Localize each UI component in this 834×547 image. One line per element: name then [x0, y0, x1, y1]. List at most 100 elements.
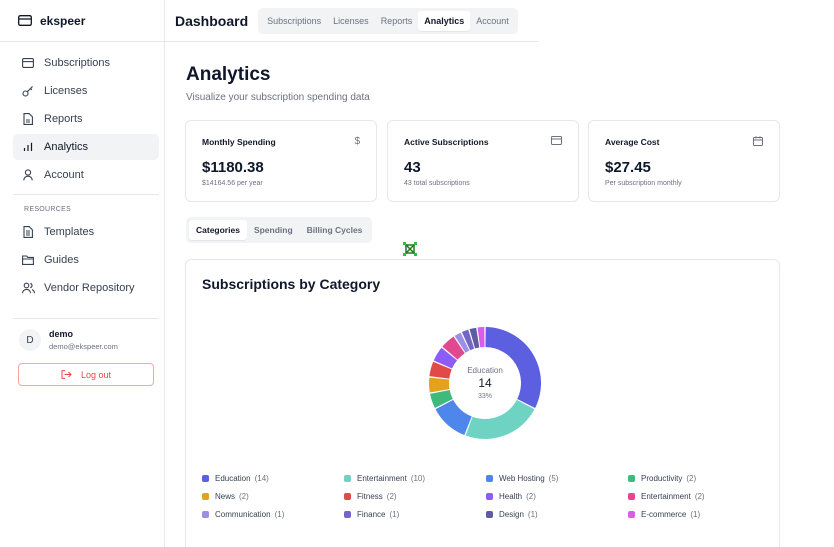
top-nav-analytics[interactable]: Analytics — [418, 10, 471, 31]
donut-slice-e-commerce[interactable] — [477, 327, 485, 348]
brand[interactable]: ekspeer — [0, 0, 164, 42]
legend-swatch — [486, 511, 493, 518]
avatar: D — [19, 329, 41, 351]
donut-slice-fitness[interactable] — [429, 361, 452, 379]
tab-billing-cycles[interactable]: Billing Cycles — [306, 225, 363, 235]
user-info: D demo demo@ekspeer.com — [13, 327, 159, 351]
legend-count: (2) — [686, 474, 697, 483]
top-nav-subscriptions[interactable]: Subscriptions — [267, 15, 322, 26]
user-email: demo@ekspeer.com — [49, 342, 118, 351]
logout-icon — [61, 370, 72, 379]
active-subscriptions-card: Active Subscriptions 43 43 total subscri… — [387, 120, 579, 202]
card-value: 43 — [404, 159, 421, 176]
legend-label: Productivity — [641, 474, 683, 483]
legend-item[interactable]: Communication (1) — [202, 510, 344, 519]
document-icon — [21, 225, 35, 239]
legend-item[interactable]: Productivity (2) — [628, 474, 770, 483]
legend-count: (5) — [548, 474, 559, 483]
donut-slice-web-hosting[interactable] — [435, 399, 472, 436]
donut-slice-education[interactable] — [485, 327, 541, 408]
legend-item[interactable]: Finance (1) — [344, 510, 486, 519]
average-cost-card: Average Cost $27.45 Per subscription mon… — [588, 120, 780, 202]
sidebar-item-label: Subscriptions — [44, 57, 111, 69]
chart-legend: Education (14) Entertainment (10) Web Hostin… — [202, 474, 772, 519]
legend-label: Health — [499, 492, 523, 501]
card-icon — [21, 56, 35, 70]
top-nav-reports[interactable]: Reports — [380, 15, 413, 26]
sidebar-item-reports[interactable]: Reports — [13, 106, 159, 132]
tab-categories[interactable]: Categories — [189, 220, 247, 240]
sidebar-item-vendor-repository[interactable]: Vendor Repository — [13, 275, 159, 301]
top-nav-account[interactable]: Account — [476, 15, 509, 26]
sidebar-item-licenses[interactable]: Licenses — [13, 78, 159, 104]
donut-slice-entertainment[interactable] — [465, 399, 535, 439]
donut-slice-communication[interactable] — [454, 332, 470, 353]
resources-section-title: RESOURCES — [24, 206, 72, 213]
logout-button[interactable]: Log out — [18, 363, 154, 386]
sidebar-item-label: Analytics — [44, 141, 89, 153]
sidebar-item-label: Licenses — [44, 85, 88, 97]
legend-label: Education — [215, 474, 251, 483]
donut-slice-health[interactable] — [433, 347, 458, 369]
card-subtext: 43 total subscriptions — [404, 180, 470, 187]
legend-item[interactable]: Entertainment (2) — [628, 492, 770, 501]
donut-slice-news[interactable] — [429, 377, 450, 393]
legend-item[interactable]: Fitness (2) — [344, 492, 486, 501]
legend-swatch — [486, 475, 493, 482]
sidebar-item-templates[interactable]: Templates — [13, 219, 159, 245]
monthly-spending-card: Monthly Spending $ $1180.38 $14164.56 pe… — [185, 120, 377, 202]
chart-title: Subscriptions by Category — [202, 276, 381, 292]
move-handle-icon[interactable] — [403, 242, 417, 256]
card-subtext: $14164.56 per year — [202, 180, 263, 187]
legend-item[interactable]: Design (1) — [486, 510, 628, 519]
sidebar-item-label: Reports — [44, 113, 83, 125]
legend-swatch — [344, 493, 351, 500]
legend-count: (14) — [254, 474, 269, 483]
legend-swatch — [202, 511, 209, 518]
legend-label: Web Hosting — [499, 474, 545, 483]
donut-slice-design[interactable] — [469, 327, 480, 349]
legend-count: (2) — [694, 492, 705, 501]
legend-item[interactable]: News (2) — [202, 492, 344, 501]
donut-slice-productivity[interactable] — [430, 389, 453, 408]
legend-label: Design — [499, 510, 524, 519]
resources-nav: Templates Guides Vendor Repository — [0, 219, 164, 301]
legend-item[interactable]: Web Hosting (5) — [486, 474, 628, 483]
tab-spending[interactable]: Spending — [253, 225, 293, 235]
card-label: Average Cost — [605, 137, 660, 147]
legend-label: Entertainment — [641, 492, 691, 501]
legend-label: Entertainment — [357, 474, 407, 483]
legend-count: (1) — [527, 510, 538, 519]
legend-item[interactable]: Health (2) — [486, 492, 628, 501]
donut-slice-entertainment[interactable] — [442, 336, 465, 360]
user-details: demo demo@ekspeer.com — [49, 327, 118, 351]
top-nav-licenses[interactable]: Licenses — [333, 15, 369, 26]
sidebar-item-subscriptions[interactable]: Subscriptions — [13, 50, 159, 76]
legend-item[interactable]: Entertainment (10) — [344, 474, 486, 483]
bar-chart-icon — [21, 140, 35, 154]
credit-card-icon — [551, 136, 562, 148]
legend-item[interactable]: E-commerce (1) — [628, 510, 770, 519]
sidebar-item-label: Templates — [44, 226, 95, 238]
card-value: $1180.38 — [202, 159, 264, 176]
legend-item[interactable]: Education (14) — [202, 474, 344, 483]
logout-label: Log out — [80, 369, 112, 380]
legend-label: News — [215, 492, 236, 501]
legend-swatch — [628, 511, 635, 518]
sidebar-item-analytics[interactable]: Analytics — [13, 134, 159, 160]
legend-swatch — [202, 475, 209, 482]
sidebar-nav: Subscriptions Licenses Reports Analytics… — [0, 42, 164, 188]
user-panel: D demo demo@ekspeer.com Log out — [13, 318, 159, 386]
legend-count: (2) — [386, 492, 397, 501]
legend-count: (2) — [526, 492, 536, 501]
sidebar-item-account[interactable]: Account — [13, 162, 159, 188]
legend-count: (1) — [274, 510, 285, 519]
legend-label: Fitness — [357, 492, 383, 501]
donut-slice-finance[interactable] — [461, 329, 475, 351]
legend-swatch — [628, 493, 635, 500]
topbar-title: Dashboard — [175, 12, 249, 29]
top-nav: Subscriptions Licenses Reports Analytics… — [258, 7, 518, 34]
sidebar-item-label: Vendor Repository — [44, 282, 135, 294]
sidebar-item-guides[interactable]: Guides — [13, 247, 159, 273]
dollar-icon: $ — [354, 136, 360, 147]
